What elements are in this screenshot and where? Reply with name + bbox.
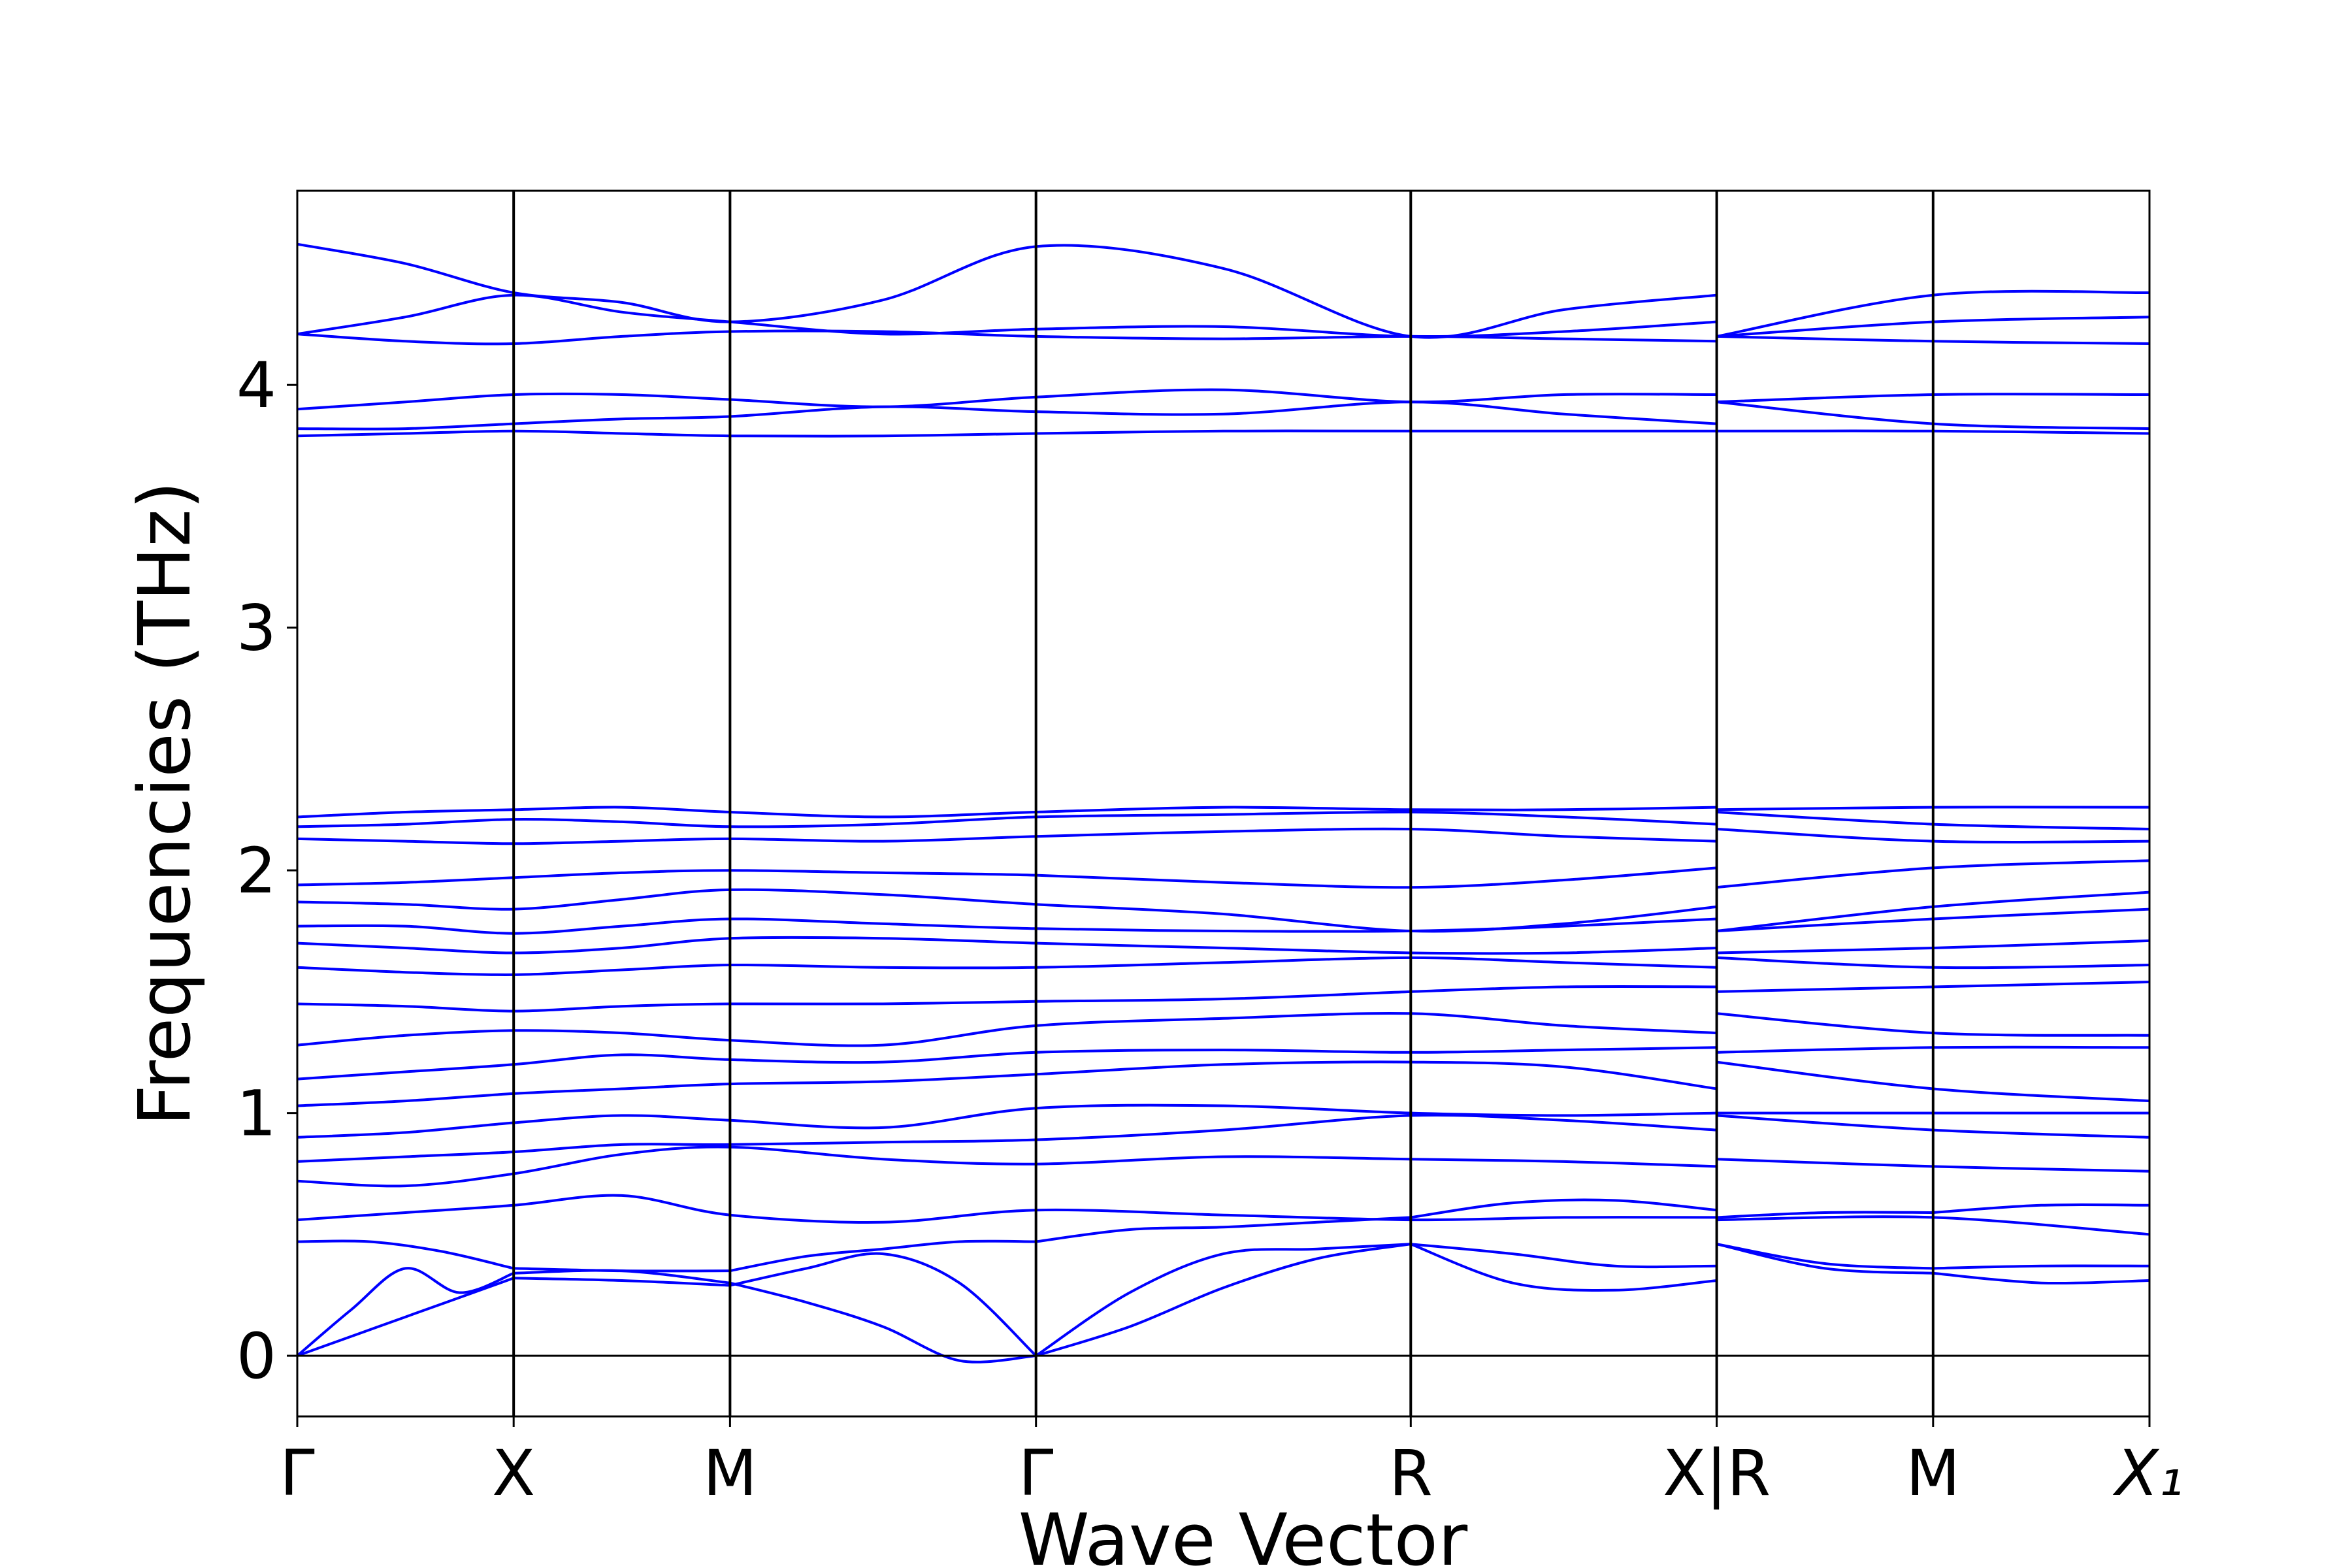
phonon-band (297, 888, 1717, 933)
y-tick-label: 2 (237, 834, 276, 907)
phonon-band (297, 1103, 1717, 1139)
phonon-band (297, 956, 1717, 976)
phonon-band (1933, 1271, 2150, 1285)
phonon-band (297, 936, 1717, 955)
phonon-band (1411, 1198, 1717, 1219)
phonon-band (729, 1252, 1037, 1357)
y-tick-label: 0 (237, 1320, 276, 1393)
x-tick-label: X₁ (2112, 1437, 2183, 1510)
y-tick-label: 3 (237, 592, 276, 665)
phonon-band (297, 866, 1717, 889)
phonon-band (1410, 1243, 1717, 1292)
phonon-band (297, 810, 1717, 828)
x-tick-label: M (703, 1437, 757, 1510)
x-tick-label: Γ (280, 1437, 314, 1510)
phonon-band (297, 1194, 1717, 1224)
x-tick-label: M (1906, 1437, 1960, 1510)
phonon-band (297, 388, 1717, 411)
x-tick-label: R (1389, 1437, 1433, 1510)
y-tick-label: 4 (237, 349, 276, 422)
phonon-band (297, 827, 1717, 845)
phonon-band (1035, 1243, 1411, 1357)
y-tick-label: 1 (237, 1077, 276, 1151)
phonon-band (297, 1239, 514, 1270)
phonon-band (1933, 1203, 2150, 1214)
phonon-band (297, 985, 1717, 1013)
phonon-band (297, 429, 1717, 438)
phonon-band (296, 1267, 514, 1357)
x-tick-label: X (492, 1437, 535, 1510)
phonon-band (297, 293, 1717, 338)
phonon-band (297, 1145, 1717, 1188)
phonon-band (297, 806, 1717, 819)
bands-layer (296, 242, 2150, 1364)
phonon-band (297, 1060, 1717, 1107)
phonon-band (1716, 1211, 1933, 1219)
phonon-band (1411, 1243, 1717, 1269)
phonon-band (1036, 1216, 1411, 1243)
phonon-band (297, 400, 1717, 431)
phonon-band (297, 242, 1717, 339)
y-axis: 0 1 2 3 4 (237, 349, 297, 1393)
phonon-band (1933, 1264, 2150, 1270)
phonon-band (729, 1281, 1036, 1364)
phonon-band (730, 1239, 1036, 1273)
phonon-band (297, 1011, 1717, 1047)
phonon-band (514, 1277, 730, 1287)
plot-frame (296, 189, 2151, 1418)
x-axis: Γ X M Γ R X|R M X₁ (280, 1416, 2183, 1511)
x-tick-label: X|R (1663, 1437, 1771, 1511)
high-symmetry-lines (297, 191, 2149, 1416)
x-axis-title: Wave Vector (1019, 1498, 1468, 1568)
y-axis-title: Frequencies (THz) (123, 481, 206, 1126)
phonon-band (297, 1277, 514, 1357)
phonon-band (514, 1267, 730, 1273)
phonon-band (1716, 1243, 1933, 1270)
phonon-band (1036, 1243, 1411, 1358)
phonon-band (297, 1046, 1717, 1081)
x-tick-label: Γ (1019, 1437, 1053, 1510)
